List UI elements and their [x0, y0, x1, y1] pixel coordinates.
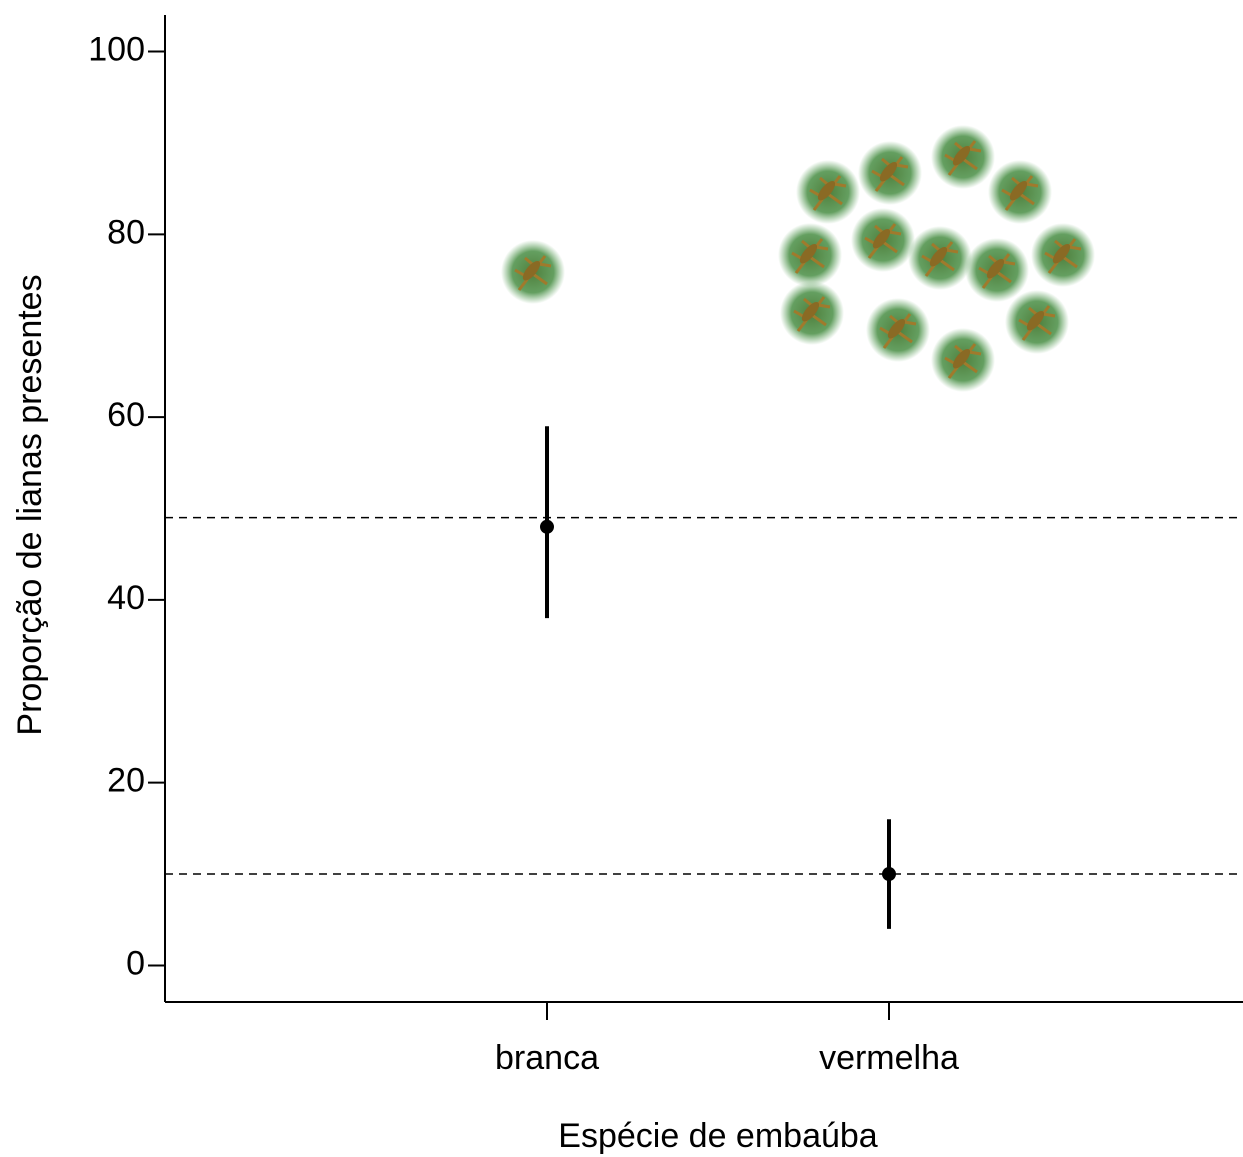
x-tick-label: vermelha	[819, 1039, 959, 1077]
point	[882, 867, 896, 882]
y-tick-label: 40	[107, 579, 145, 617]
ant-icon	[794, 158, 862, 226]
ant-icon	[929, 326, 997, 394]
ant-icon	[1003, 288, 1071, 356]
x-tick-label: branca	[495, 1039, 599, 1077]
ant-icon	[849, 206, 917, 274]
ant-icon	[778, 279, 846, 347]
ant-icons	[499, 123, 1097, 394]
y-tick-label: 80	[107, 213, 145, 251]
ant-icon	[929, 123, 997, 191]
y-tick-label: 60	[107, 396, 145, 434]
point	[540, 519, 554, 534]
y-tick-label: 0	[126, 944, 145, 982]
y-tick-label: 100	[88, 31, 145, 69]
y-tick-label: 20	[107, 762, 145, 800]
ant-icon	[776, 221, 844, 289]
ant-icon	[963, 236, 1031, 304]
ant-icon	[906, 224, 974, 292]
y-axis-title: Proporção de lianas presentes	[11, 274, 49, 735]
ant-icon	[864, 296, 932, 364]
ant-icon	[499, 238, 567, 306]
ant-icon	[856, 139, 924, 207]
x-axis-title: Espécie de embaúba	[558, 1117, 878, 1155]
ant-icon	[986, 158, 1054, 226]
ant-icon	[1029, 221, 1097, 289]
